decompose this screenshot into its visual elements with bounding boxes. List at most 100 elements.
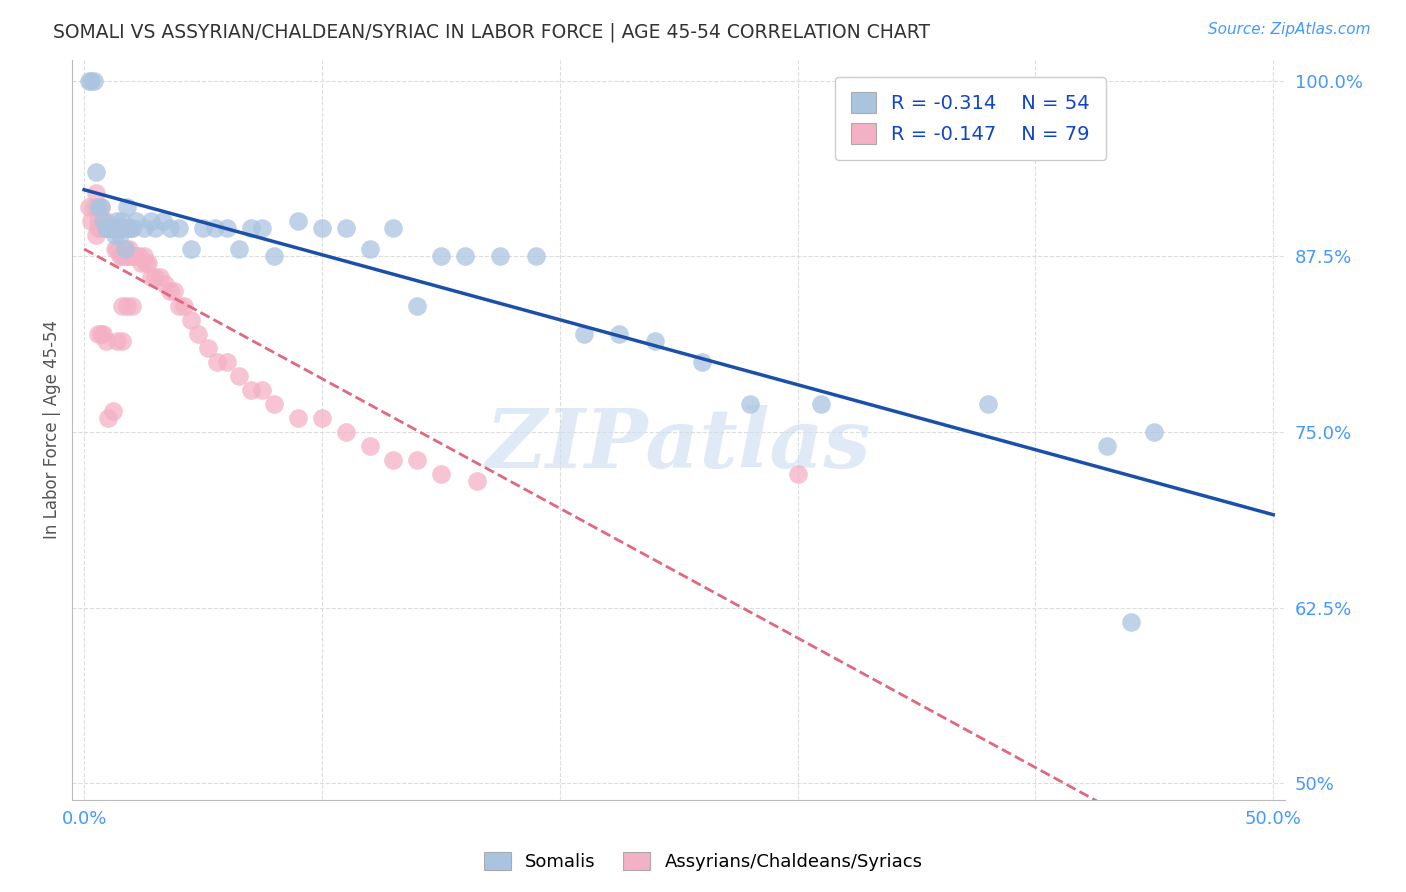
Point	[187, 326, 209, 341]
Point	[524, 249, 547, 263]
Point	[97, 221, 120, 235]
Point	[644, 334, 666, 348]
Point	[180, 243, 202, 257]
Point	[125, 214, 148, 228]
Point	[91, 214, 114, 228]
Point	[118, 221, 141, 235]
Point	[786, 467, 808, 482]
Point	[115, 200, 138, 214]
Point	[121, 249, 143, 263]
Point	[104, 221, 127, 235]
Point	[215, 221, 238, 235]
Point	[107, 243, 129, 257]
Point	[406, 453, 429, 467]
Point	[149, 270, 172, 285]
Point	[94, 214, 117, 228]
Point	[430, 467, 453, 482]
Point	[145, 221, 167, 235]
Point	[252, 221, 274, 235]
Point	[77, 200, 100, 214]
Point	[107, 214, 129, 228]
Point	[87, 326, 110, 341]
Point	[87, 221, 110, 235]
Point	[263, 397, 285, 411]
Point	[572, 326, 595, 341]
Point	[94, 334, 117, 348]
Point	[97, 411, 120, 425]
Point	[607, 326, 630, 341]
Point	[104, 243, 127, 257]
Point	[80, 73, 103, 87]
Point	[91, 221, 114, 235]
Point	[90, 221, 112, 235]
Point	[115, 299, 138, 313]
Point	[159, 221, 181, 235]
Point	[114, 243, 136, 257]
Point	[91, 326, 114, 341]
Point	[101, 221, 124, 235]
Point	[84, 228, 107, 243]
Point	[83, 200, 105, 214]
Point	[139, 270, 162, 285]
Point	[115, 221, 138, 235]
Point	[180, 312, 202, 326]
Legend: R = -0.314    N = 54, R = -0.147    N = 79: R = -0.314 N = 54, R = -0.147 N = 79	[835, 77, 1105, 160]
Point	[122, 249, 145, 263]
Point	[252, 383, 274, 397]
Point	[1095, 439, 1118, 453]
Point	[121, 221, 143, 235]
Point	[215, 355, 238, 369]
Point	[111, 299, 134, 313]
Point	[108, 221, 131, 235]
Point	[90, 200, 112, 214]
Point	[101, 221, 124, 235]
Text: Source: ZipAtlas.com: Source: ZipAtlas.com	[1208, 22, 1371, 37]
Point	[153, 277, 176, 292]
Legend: Somalis, Assyrians/Chaldeans/Syriacs: Somalis, Assyrians/Chaldeans/Syriacs	[477, 845, 929, 879]
Point	[167, 221, 190, 235]
Text: SOMALI VS ASSYRIAN/CHALDEAN/SYRIAC IN LABOR FORCE | AGE 45-54 CORRELATION CHART: SOMALI VS ASSYRIAN/CHALDEAN/SYRIAC IN LA…	[53, 22, 931, 42]
Point	[239, 383, 262, 397]
Point	[359, 243, 381, 257]
Point	[97, 221, 120, 235]
Point	[810, 397, 832, 411]
Text: ZIPatlas: ZIPatlas	[486, 405, 872, 484]
Point	[465, 474, 488, 488]
Point	[132, 221, 155, 235]
Point	[359, 439, 381, 453]
Point	[453, 249, 475, 263]
Point	[83, 73, 105, 87]
Point	[77, 73, 100, 87]
Point	[128, 249, 150, 263]
Point	[692, 355, 714, 369]
Point	[84, 186, 107, 200]
Point	[173, 299, 195, 313]
Point	[382, 453, 405, 467]
Point	[108, 249, 131, 263]
Point	[1143, 425, 1166, 439]
Point	[1119, 615, 1142, 629]
Point	[287, 214, 309, 228]
Point	[139, 214, 162, 228]
Point	[114, 249, 136, 263]
Point	[197, 341, 219, 355]
Point	[738, 397, 761, 411]
Point	[94, 221, 117, 235]
Point	[94, 221, 117, 235]
Point	[125, 249, 148, 263]
Point	[90, 200, 112, 214]
Point	[87, 200, 110, 214]
Point	[121, 299, 143, 313]
Point	[98, 221, 121, 235]
Point	[114, 243, 136, 257]
Point	[138, 256, 160, 270]
Point	[406, 299, 429, 313]
Point	[204, 221, 226, 235]
Point	[311, 411, 333, 425]
Point	[152, 214, 174, 228]
Point	[489, 249, 512, 263]
Point	[101, 221, 124, 235]
Point	[167, 299, 190, 313]
Point	[977, 397, 1000, 411]
Point	[107, 334, 129, 348]
